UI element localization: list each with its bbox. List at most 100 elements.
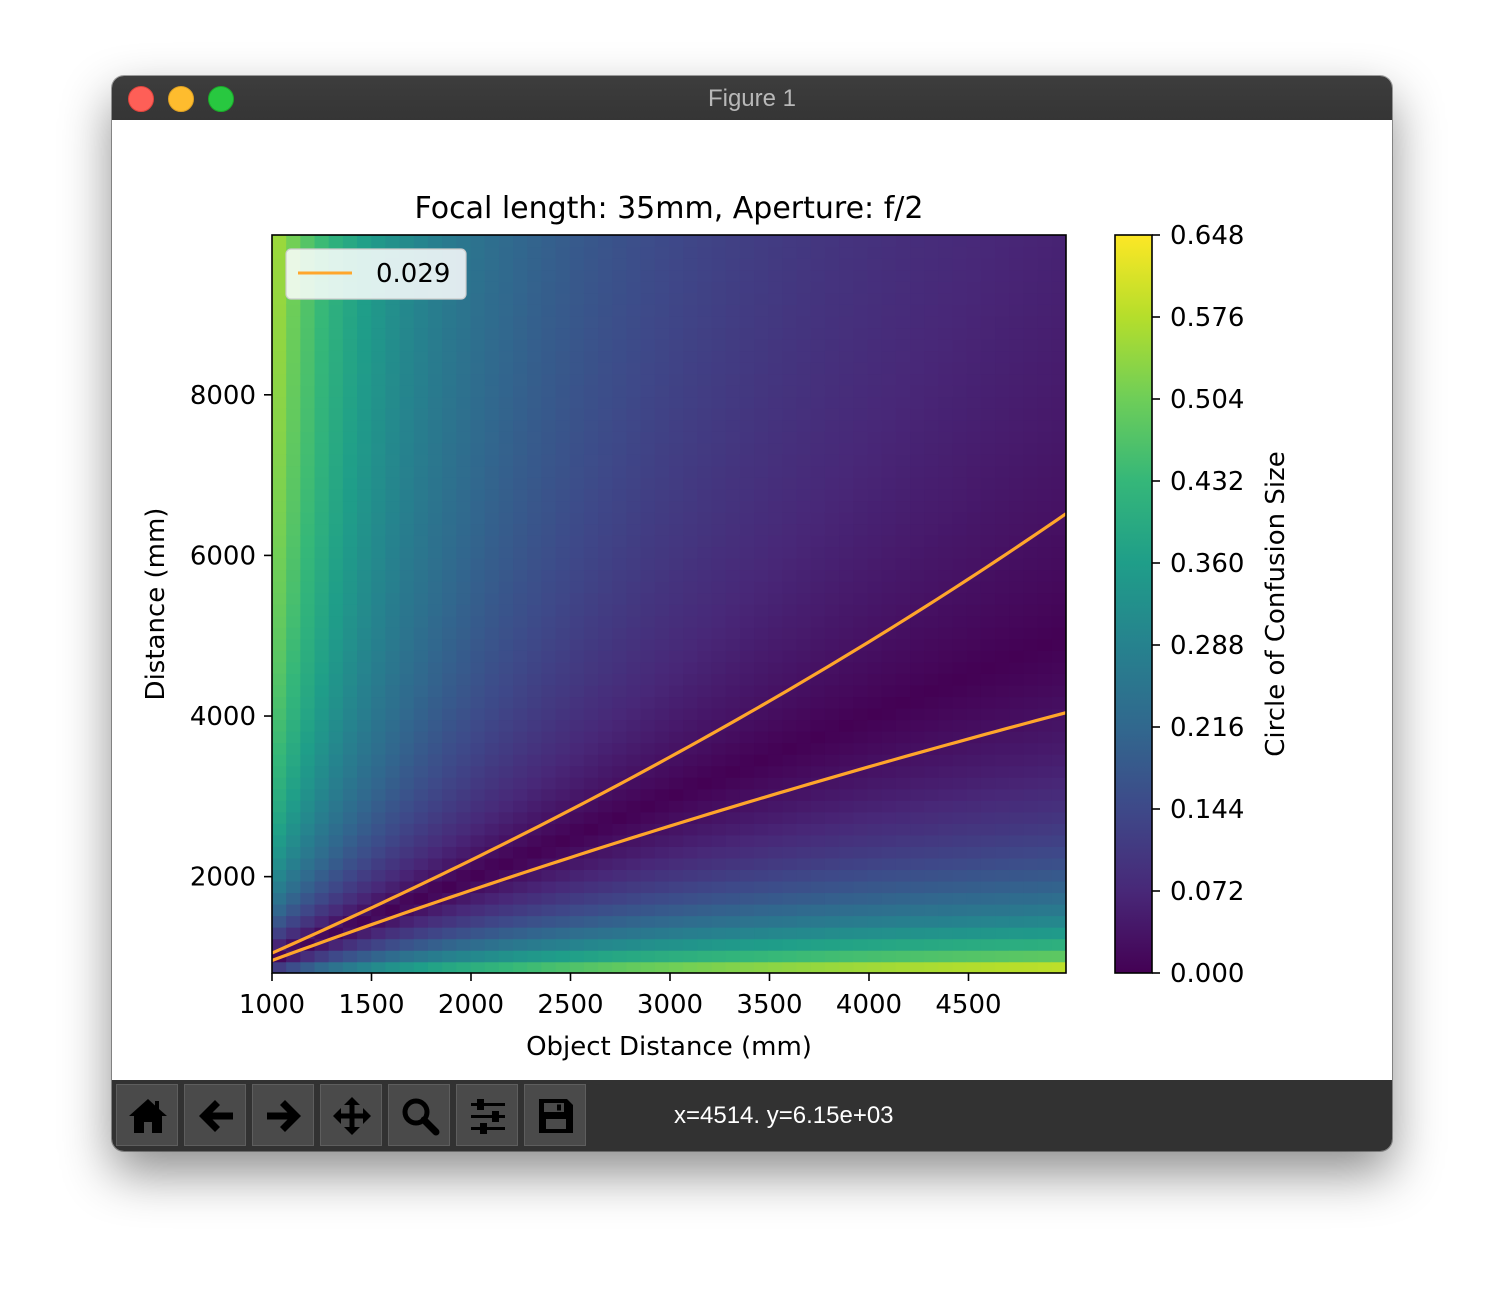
heatmap-cell — [640, 557, 656, 571]
heatmap-cell — [839, 742, 855, 755]
heatmap-cell — [1037, 915, 1053, 928]
heatmap-cell — [796, 707, 812, 721]
heatmap-cell — [768, 961, 784, 973]
heatmap-cell — [399, 673, 415, 686]
heatmap-cell — [938, 465, 954, 478]
heatmap-cell — [711, 903, 727, 917]
heatmap-cell — [286, 592, 302, 605]
heatmap-cell — [626, 604, 642, 617]
heatmap-cell — [1009, 419, 1025, 432]
heatmap-cell — [612, 765, 628, 778]
heatmap-cell — [824, 707, 840, 721]
heatmap-cell — [442, 546, 458, 559]
colorbar-frame — [1114, 234, 1153, 974]
heatmap-cell — [555, 765, 571, 778]
heatmap-cell — [626, 511, 642, 525]
pan-button[interactable] — [320, 1084, 382, 1146]
zoom-button[interactable] — [388, 1084, 450, 1146]
heatmap-cell — [924, 304, 940, 317]
heatmap-cell — [910, 534, 926, 548]
save-button[interactable] — [524, 1084, 586, 1146]
heatmap-cell — [442, 834, 458, 847]
heatmap-cell — [697, 834, 713, 847]
heatmap-cell — [1009, 800, 1025, 813]
forward-button[interactable] — [252, 1084, 314, 1146]
heatmap-cell — [569, 431, 585, 444]
heatmap-cell — [484, 557, 500, 571]
heatmap-cell — [938, 454, 954, 467]
heatmap-cell — [399, 361, 415, 375]
heatmap-cell — [272, 361, 287, 375]
heatmap-cell — [612, 488, 628, 502]
heatmap-cell — [881, 615, 897, 628]
heatmap-cell — [853, 730, 869, 744]
heatmap-cell — [286, 638, 302, 651]
heatmap-cell — [272, 742, 287, 755]
heatmap-cell — [612, 627, 628, 640]
maximize-window-button[interactable] — [208, 86, 234, 112]
heatmap-cell — [782, 800, 798, 813]
heatmap-cell — [328, 396, 344, 409]
heatmap-cell — [867, 580, 883, 594]
heatmap-cell — [583, 338, 599, 352]
heatmap-cell — [314, 961, 330, 973]
heatmap-cell — [640, 788, 656, 801]
heatmap-cell — [824, 696, 840, 709]
heatmap-cell — [725, 523, 741, 536]
heatmap-cell — [938, 776, 954, 790]
heatmap-cell — [711, 846, 727, 859]
heatmap-cell — [484, 465, 500, 478]
heatmap-cell — [739, 407, 755, 421]
heatmap-cell — [442, 846, 458, 859]
heatmap-cell — [754, 246, 770, 259]
heatmap-cell — [654, 650, 670, 663]
heatmap-cell — [626, 938, 642, 951]
heatmap-cell — [980, 696, 996, 709]
heatmap-cell — [782, 776, 798, 790]
heatmap-cell — [569, 903, 585, 917]
heatmap-cell — [697, 650, 713, 663]
heatmap-cell — [314, 638, 330, 651]
heatmap-cell — [1009, 292, 1025, 305]
heatmap-cell — [952, 742, 968, 755]
heatmap-cell — [697, 292, 713, 305]
heatmap-cell — [513, 419, 529, 432]
heatmap-cell — [810, 846, 826, 859]
close-window-button[interactable] — [128, 86, 154, 112]
home-button[interactable] — [116, 1084, 178, 1146]
heatmap-cell — [839, 892, 855, 905]
heatmap-cell — [881, 327, 897, 340]
heatmap-cell — [1023, 407, 1039, 421]
heatmap-cell — [782, 846, 798, 859]
home-icon — [129, 1099, 167, 1133]
heatmap-cell — [555, 742, 571, 755]
heatmap-cell — [484, 292, 500, 305]
heatmap-cell — [314, 846, 330, 859]
back-button[interactable] — [184, 1084, 246, 1146]
heatmap-cell — [371, 615, 387, 628]
heatmap-cell — [824, 834, 840, 847]
heatmap-cell — [640, 892, 656, 905]
heatmap-cell — [853, 269, 869, 282]
heatmap-cell — [513, 396, 529, 409]
heatmap-cell — [626, 419, 642, 432]
heatmap-cell — [853, 938, 869, 951]
minimize-window-button[interactable] — [168, 86, 194, 112]
heatmap-cell — [754, 500, 770, 513]
heatmap-cell — [966, 488, 982, 502]
heatmap-cell — [640, 846, 656, 859]
heatmap-cell — [371, 719, 387, 732]
heatmap-cell — [555, 534, 571, 548]
chart[interactable]: Focal length: 35mm, Aperture: f/2 1000 15… — [112, 120, 1392, 1080]
configure-subplots-button[interactable] — [456, 1084, 518, 1146]
heatmap-cell — [371, 361, 387, 375]
heatmap-cell — [952, 327, 968, 340]
heatmap-cell — [768, 488, 784, 502]
heatmap-cell — [272, 857, 287, 871]
heatmap-cell — [1051, 361, 1066, 375]
heatmap-cell — [427, 235, 443, 248]
heatmap-cell — [754, 638, 770, 651]
heatmap-cell — [413, 557, 429, 571]
heatmap-cell — [669, 258, 684, 271]
figure-canvas[interactable]: Focal length: 35mm, Aperture: f/2 1000 15… — [112, 120, 1392, 1080]
